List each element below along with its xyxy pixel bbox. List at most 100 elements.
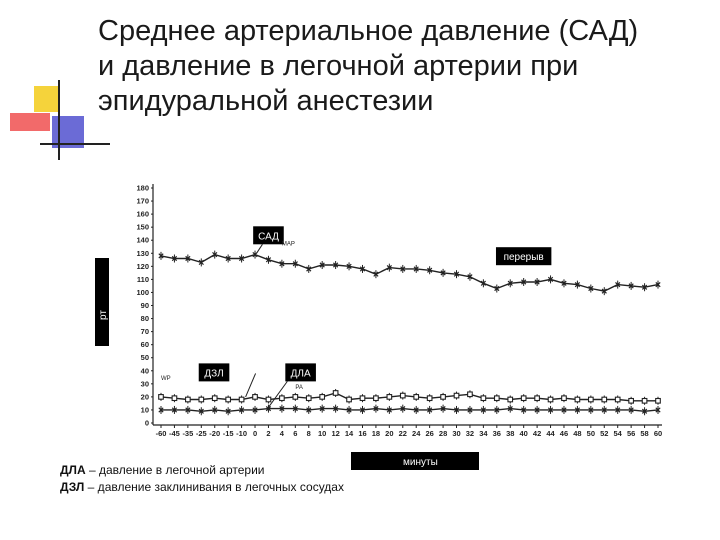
title-line-3: эпидуральной анестезии: [98, 85, 434, 117]
x-tick-label: 40: [520, 429, 528, 438]
data-point: [171, 255, 178, 262]
data-point: [440, 394, 446, 400]
decor-horizontal-line: [40, 143, 110, 145]
arrow-dzl: [245, 373, 257, 398]
data-point: [507, 280, 513, 286]
data-point: [373, 271, 379, 277]
annotation-box: [198, 363, 230, 382]
arrow-dla: [268, 381, 288, 408]
x-tick-label: 48: [573, 429, 581, 438]
data-point: [453, 392, 460, 399]
data-point: [615, 281, 621, 288]
data-point: [561, 407, 567, 413]
data-point: [480, 407, 487, 413]
x-tick-label: 54: [614, 429, 623, 438]
y-tick-label: 10: [141, 405, 149, 414]
y-tick-label: 90: [141, 301, 149, 310]
series-line-ДЗЛ: [161, 407, 659, 413]
x-tick-label: 56: [627, 429, 635, 438]
data-point: [467, 407, 473, 413]
data-point: [359, 407, 366, 413]
axes: 0102030405060708090100110120130140150160…: [136, 184, 662, 439]
data-point: [279, 261, 285, 267]
data-point: [332, 406, 339, 412]
data-point: [185, 407, 191, 413]
data-point: [494, 285, 500, 292]
y-tick-label: 40: [141, 366, 149, 375]
x-tick-label: 0: [253, 429, 257, 438]
data-point: [480, 280, 487, 286]
y-tick-label: 170: [136, 197, 149, 206]
y-tick-label: 130: [136, 249, 149, 258]
data-point: [655, 397, 661, 404]
data-point: [467, 274, 473, 280]
data-point: [306, 407, 312, 413]
annotations: САД перерыв ДЗЛ ДЛА MAP WP PA: [161, 226, 552, 408]
title-line-2: и давление в легочной артерии при: [98, 50, 579, 82]
slide-title: Среднее артериальное давление (САД) и да…: [98, 14, 698, 119]
data-point: [198, 408, 204, 414]
annotation-box: [253, 226, 284, 245]
x-tick-label: 46: [560, 429, 568, 438]
data-point: [399, 392, 406, 399]
data-point: [346, 396, 352, 403]
legend-abbr-dzl: ДЗЛ: [60, 480, 85, 494]
data-point: [359, 266, 366, 272]
annotation-box: [285, 363, 316, 382]
x-tick-label: -45: [169, 429, 180, 438]
decor-yellow-square: [34, 86, 60, 112]
y-tick-label: 150: [136, 223, 149, 232]
y-tick-label: 100: [136, 288, 149, 297]
data-point: [252, 394, 258, 400]
data-point: [628, 407, 634, 413]
data-point: [534, 395, 540, 402]
data-point: [507, 406, 513, 412]
data-point: [521, 407, 527, 413]
y-tick-label: 80: [141, 314, 149, 323]
data-point: [493, 395, 500, 402]
data-point: [427, 267, 433, 273]
series-group: [158, 250, 661, 416]
y-axis-label-box: [95, 258, 109, 346]
y-tick-label: 60: [141, 340, 149, 349]
data-point: [198, 259, 204, 266]
data-point: [198, 396, 205, 403]
data-point: [265, 406, 272, 412]
x-tick-label: 28: [439, 429, 447, 438]
x-tick-label: 58: [640, 429, 648, 438]
data-point: [641, 284, 648, 290]
data-point: [238, 396, 245, 403]
x-tick-label: -25: [196, 429, 207, 438]
data-point: [601, 407, 607, 413]
series-line-ДЛА: [160, 392, 658, 402]
data-point: [547, 396, 554, 403]
x-tick-label: -10: [236, 429, 247, 438]
x-tick-label: 42: [533, 429, 541, 438]
annotation-label: перерыв: [504, 252, 544, 263]
x-tick-label: 20: [385, 429, 393, 438]
data-point: [158, 394, 164, 400]
data-point: [225, 408, 231, 414]
data-point: [574, 407, 581, 413]
data-point: [440, 406, 446, 412]
data-point: [225, 396, 232, 403]
data-point: [292, 406, 298, 412]
legend: ДЛА – давление в легочной артерии ДЗЛ – …: [60, 462, 344, 496]
data-point: [400, 406, 406, 412]
data-point: [601, 396, 608, 403]
data-point: [252, 407, 258, 413]
legend-item-dzl: ДЗЛ – давление заклинивания в легочных с…: [60, 479, 344, 496]
data-point: [628, 397, 634, 404]
data-point: [373, 395, 379, 402]
data-point: [413, 394, 420, 400]
x-tick-label: 34: [479, 429, 488, 438]
x-tick-label: 52: [600, 429, 608, 438]
annotation-box: [495, 247, 552, 266]
data-point: [574, 396, 581, 403]
data-point: [386, 407, 392, 413]
data-point: [212, 251, 218, 258]
decor-red-rectangle: [10, 113, 50, 131]
legend-item-dla: ДЛА – давление в легочной артерии: [60, 462, 344, 479]
data-point: [212, 407, 218, 413]
x-axis-label: минуты: [403, 457, 438, 468]
